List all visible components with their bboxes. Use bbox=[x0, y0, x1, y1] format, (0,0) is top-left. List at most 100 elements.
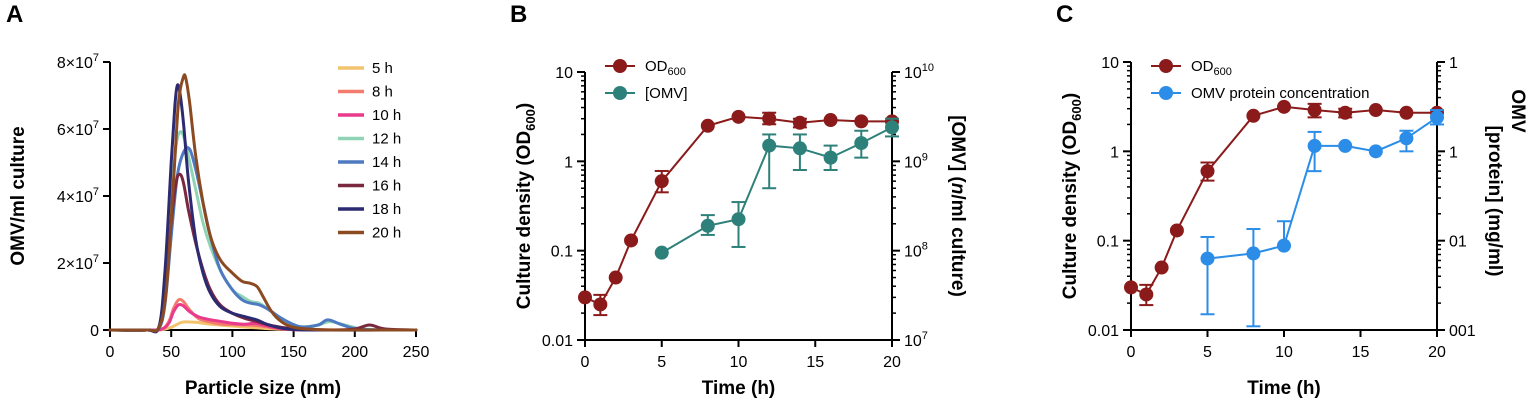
x-tick-label: 0 bbox=[1127, 344, 1136, 361]
x-tick-label: 5 bbox=[1203, 344, 1212, 361]
data-point bbox=[1399, 131, 1414, 146]
y2-tick-label: 109 bbox=[904, 151, 928, 171]
panel-letter: B bbox=[510, 1, 527, 28]
y2-tick-label: 1 bbox=[1449, 55, 1458, 72]
data-point bbox=[1246, 246, 1261, 261]
data-point bbox=[624, 233, 639, 248]
y-tick-label: 0.1 bbox=[551, 244, 573, 261]
data-point bbox=[1277, 238, 1291, 253]
data-point bbox=[1307, 103, 1322, 118]
x-tick-label: 0 bbox=[106, 344, 115, 361]
data-point bbox=[1246, 108, 1261, 123]
series-line bbox=[1130, 105, 1437, 296]
data-point bbox=[1169, 223, 1184, 238]
x-tick-label: 20 bbox=[883, 354, 901, 371]
legend-swatch-marker bbox=[613, 86, 627, 100]
y-tick-label: 1 bbox=[1110, 144, 1119, 161]
y-tick-label: 0.01 bbox=[1088, 323, 1119, 340]
data-point bbox=[593, 297, 608, 312]
legend-label: [OMV] bbox=[645, 85, 688, 102]
data-point bbox=[1200, 251, 1215, 266]
data-point bbox=[823, 113, 838, 128]
y2-axis-title: [OMV] (n/ml culture) bbox=[947, 115, 968, 297]
legend-label: 5 h bbox=[372, 60, 393, 77]
x-tick-label: 250 bbox=[403, 344, 430, 361]
panel-c-chart: C 0 5 10 15 20 0.01 0.1 1 10 001 01 1 1 Time (h) Cultur… bbox=[1056, 1, 1528, 399]
y2-axis-title: OMV bbox=[1507, 89, 1528, 133]
legend-label: 18 h bbox=[372, 201, 401, 218]
y2-tick-label: 1 bbox=[1449, 144, 1458, 161]
data-point bbox=[1368, 103, 1383, 118]
data-point bbox=[792, 141, 807, 156]
legend-swatch-marker bbox=[1159, 86, 1173, 100]
y-axis-title: Culture density (OD600) bbox=[1060, 93, 1084, 299]
data-point bbox=[731, 109, 746, 124]
panel-letter: A bbox=[6, 1, 23, 28]
x-axis-title: Particle size (nm) bbox=[185, 378, 341, 399]
y-tick-label: 10 bbox=[555, 65, 573, 82]
legend-label: OD600 bbox=[1191, 58, 1232, 78]
x-tick-label: 15 bbox=[1352, 344, 1370, 361]
data-point bbox=[1200, 164, 1215, 179]
legend-label: 14 h bbox=[372, 154, 401, 171]
data-point bbox=[578, 290, 592, 305]
series-line bbox=[108, 73, 418, 333]
y-tick-label: 6×107 bbox=[57, 119, 99, 139]
data-point bbox=[1430, 110, 1444, 125]
data-point bbox=[854, 114, 869, 129]
y-tick-label: 0.01 bbox=[542, 333, 573, 350]
legend-label: 16 h bbox=[372, 178, 401, 195]
y-tick-label: 0 bbox=[90, 323, 99, 340]
data-point bbox=[762, 111, 777, 126]
series-line bbox=[108, 146, 418, 333]
x-tick-label: 5 bbox=[657, 354, 666, 371]
legend-label: OMV protein concentration bbox=[1191, 85, 1369, 102]
y-tick-label: 4×107 bbox=[57, 186, 99, 206]
y2-tick-label: 108 bbox=[904, 241, 928, 261]
y-tick-label: 8×107 bbox=[57, 52, 99, 72]
legend-label: 8 h bbox=[372, 84, 393, 101]
x-tick-label: 20 bbox=[1428, 344, 1446, 361]
x-axis-title: Time (h) bbox=[702, 378, 776, 399]
x-tick-label: 15 bbox=[806, 354, 824, 371]
x-axis-title: Time (h) bbox=[1247, 378, 1321, 399]
x-tick-label: 100 bbox=[219, 344, 246, 361]
legend-swatch-marker bbox=[1159, 59, 1173, 73]
x-tick-label: 0 bbox=[581, 354, 590, 371]
data-point bbox=[1139, 287, 1154, 302]
data-point bbox=[854, 136, 869, 151]
data-point bbox=[1338, 138, 1353, 153]
data-point bbox=[1338, 105, 1353, 120]
data-point bbox=[885, 120, 899, 135]
y2-axis-title: [protein] (mg/ml) bbox=[1484, 126, 1505, 277]
data-point bbox=[823, 150, 838, 165]
x-tick-label: 200 bbox=[341, 344, 368, 361]
x-tick-label: 50 bbox=[162, 344, 180, 361]
y-tick-label: 2×107 bbox=[57, 253, 99, 273]
data-point bbox=[654, 245, 669, 260]
legend-label: 10 h bbox=[372, 107, 401, 124]
y2-tick-label: 01 bbox=[1449, 234, 1467, 251]
data-point bbox=[1399, 105, 1414, 120]
data-point bbox=[654, 174, 669, 189]
data-point bbox=[700, 218, 715, 233]
legend-label: 12 h bbox=[372, 131, 401, 148]
data-point bbox=[1368, 144, 1383, 159]
series-line bbox=[108, 83, 418, 334]
y-tick-label: 1 bbox=[564, 154, 573, 171]
x-tick-label: 150 bbox=[280, 344, 307, 361]
y-axis-title: Culture density (OD600) bbox=[514, 103, 538, 309]
y-tick-label: 10 bbox=[1101, 55, 1119, 72]
legend-label: 20 h bbox=[372, 225, 401, 242]
data-point bbox=[1277, 99, 1291, 114]
data-point bbox=[1154, 260, 1169, 275]
data-point bbox=[731, 212, 746, 227]
x-tick-label: 10 bbox=[1275, 344, 1293, 361]
y-axis-title: OMV/ml culture bbox=[8, 126, 29, 265]
y2-tick-label: 001 bbox=[1449, 323, 1476, 340]
panel-a-chart: A 0 50 100 150 200 250 0 2×107 4×107 6×107 8×107 Par… bbox=[6, 1, 429, 399]
data-point bbox=[1124, 280, 1138, 295]
data-point bbox=[792, 115, 807, 130]
data-point bbox=[608, 270, 623, 285]
